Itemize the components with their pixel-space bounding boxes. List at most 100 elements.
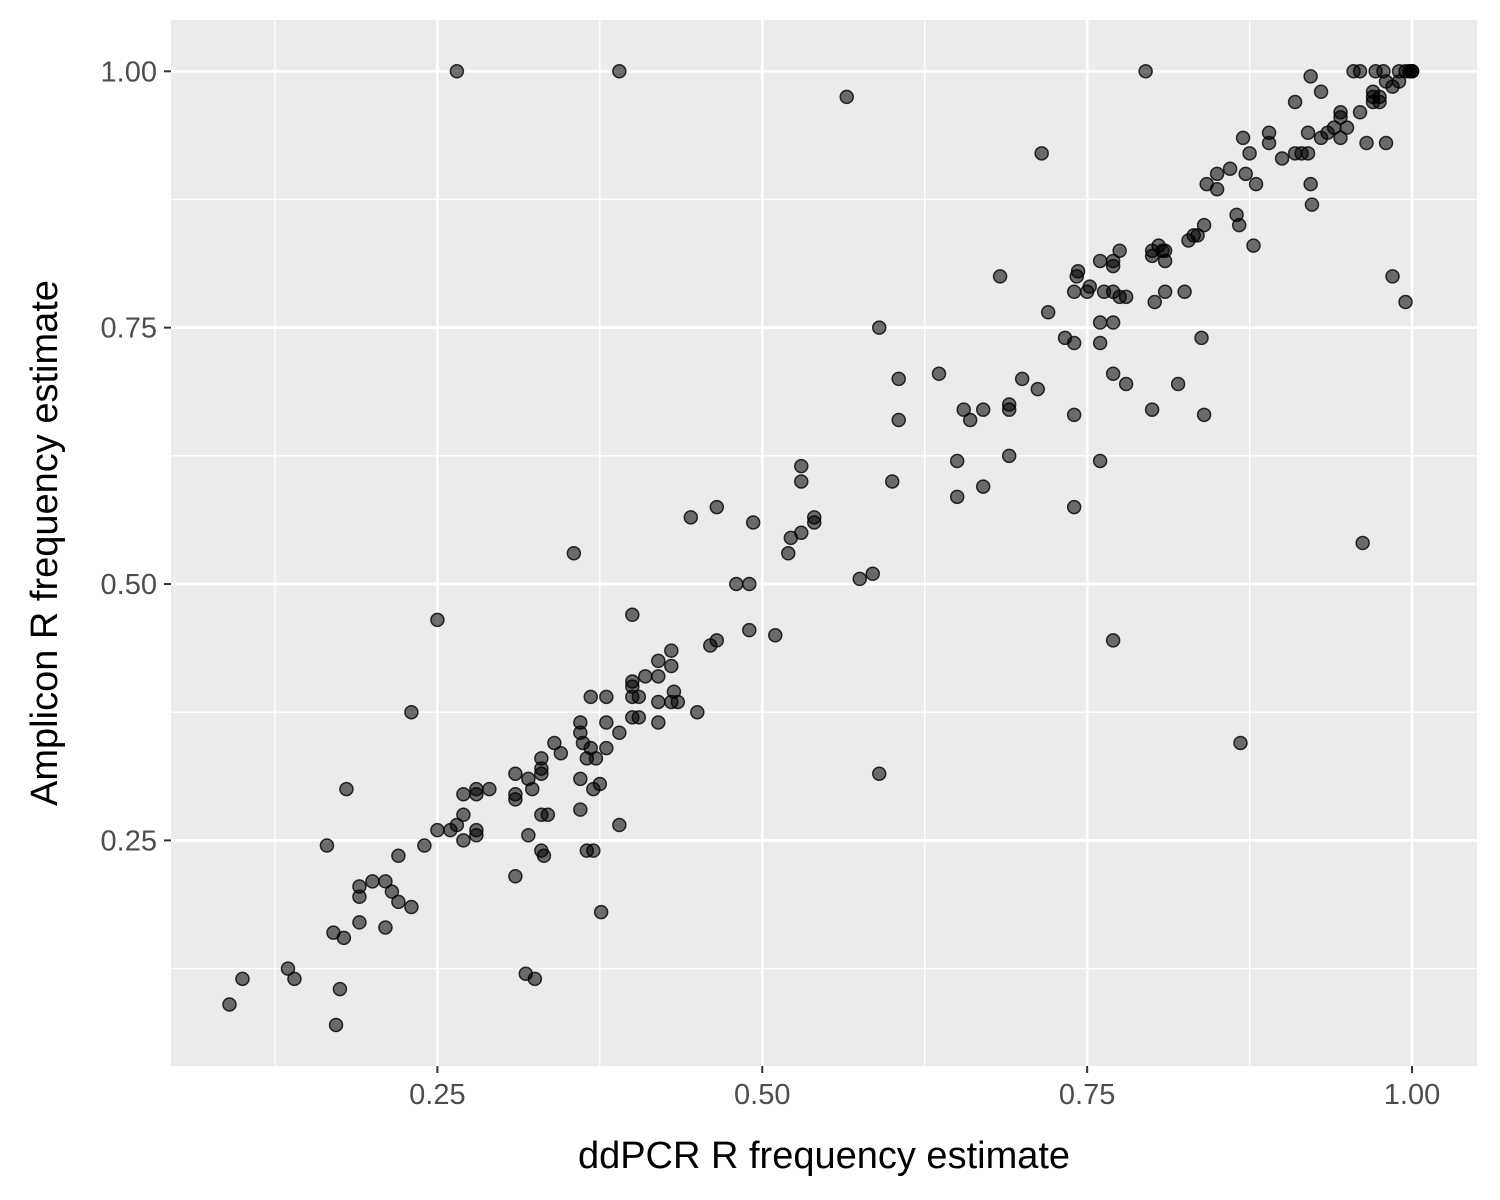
scatter-point (378, 920, 393, 935)
scatter-point (404, 704, 419, 720)
scatter-point (683, 510, 699, 525)
scatter-point (1118, 289, 1134, 305)
scatter-point (742, 622, 757, 638)
scatter-point (1190, 228, 1205, 243)
scatter-point (664, 658, 679, 674)
scatter-point (690, 704, 705, 720)
scatter-point (508, 766, 523, 781)
scatter-point (1300, 125, 1316, 141)
scatter-point (1261, 135, 1277, 151)
scatter-point (1246, 238, 1261, 253)
scatter-point (1303, 176, 1318, 192)
scatter-point (1066, 284, 1082, 300)
y-tick-label: 0.75 (101, 313, 157, 345)
scatter-point (1105, 253, 1121, 269)
scatter-point (1235, 130, 1251, 146)
scatter-point (1209, 181, 1225, 197)
x-axis-ticks: 0.25 0.50 0.75 1.00 (409, 1066, 1440, 1111)
scatter-point (1001, 448, 1017, 464)
scatter-point (1092, 335, 1108, 351)
scatter-point (1372, 89, 1387, 105)
scatter-point (852, 571, 867, 587)
scatter-point (430, 612, 445, 628)
scatter-point (332, 981, 348, 997)
scatter-point (1238, 166, 1253, 182)
scatter-point (1066, 499, 1082, 515)
scatter-point (781, 546, 796, 561)
scatter-point (566, 546, 582, 561)
plot-panel (171, 20, 1477, 1066)
scatter-point (1144, 402, 1160, 417)
scatter-point (404, 899, 419, 915)
scatter-point (1105, 315, 1121, 330)
scatter-point (745, 515, 761, 530)
y-tick-label: 0.25 (101, 825, 157, 857)
scatter-point (1170, 376, 1186, 392)
scatter-point (651, 653, 666, 669)
scatter-point (508, 869, 523, 884)
scatter-point (352, 879, 367, 894)
minor-gridlines (171, 20, 1477, 1066)
scatter-point (709, 633, 725, 648)
scatter-point (1287, 94, 1303, 110)
y-tick-label: 1.00 (101, 56, 157, 88)
scatter-point (612, 64, 627, 79)
scatter-point (709, 499, 725, 515)
scatter-point (536, 848, 552, 864)
scatter-point (280, 961, 296, 976)
scatter-point (336, 930, 352, 946)
scatter-point (742, 576, 757, 592)
scatter-point (1105, 633, 1121, 648)
scatter-point (1034, 146, 1049, 161)
scatter-point (670, 694, 686, 710)
scatter-point (352, 915, 367, 930)
scatter-point (1040, 305, 1056, 320)
scatter-point (956, 402, 971, 417)
scatter-point (1385, 269, 1400, 284)
scatter-point (449, 817, 465, 833)
scatter-point (521, 828, 536, 843)
scatter-point (884, 474, 900, 489)
scatter-point (547, 735, 562, 751)
scatter-point (456, 807, 471, 823)
scatter-point (319, 838, 335, 853)
scatter-point (1352, 64, 1368, 79)
scatter-point (1082, 279, 1097, 294)
scatter-point (1398, 294, 1413, 310)
scatter-point (588, 751, 604, 766)
scatter-point (1070, 263, 1086, 279)
y-axis-ticks: 0.25 0.50 0.75 1.00 (101, 56, 171, 857)
scatter-point (625, 674, 640, 689)
scatter-point (1001, 402, 1017, 417)
scatter-point (1092, 253, 1108, 269)
data-points (222, 64, 1420, 1033)
scatter-point (768, 628, 783, 643)
scatter-point (599, 715, 614, 730)
scatter-point (540, 807, 556, 823)
y-tick-label: 0.50 (101, 569, 157, 601)
scatter-point (1066, 407, 1082, 423)
scatter-point (949, 453, 965, 469)
y-axis-title: Amplicon R frequency estimate (24, 280, 66, 806)
scatter-point (631, 710, 647, 725)
scatter-point (1157, 284, 1173, 300)
scatter-point (384, 884, 400, 899)
scatter-point (469, 822, 484, 838)
scatter-point (391, 894, 406, 910)
scatter-point (612, 725, 627, 740)
scatter-point (1118, 376, 1134, 392)
scatter-point (573, 771, 588, 787)
scatter-point (1339, 120, 1355, 135)
scatter-point (612, 817, 627, 833)
scatter-point (1222, 161, 1238, 176)
scatter-point (1194, 330, 1209, 346)
x-tick-label: 1.00 (1384, 1079, 1440, 1111)
scatter-point (599, 689, 614, 705)
scatter-point (449, 64, 465, 79)
scatter-point (891, 371, 906, 387)
scatter-point (583, 689, 598, 705)
scatter-point (1248, 176, 1264, 192)
scatter-point (1274, 151, 1290, 166)
scatter-point (1355, 535, 1370, 551)
